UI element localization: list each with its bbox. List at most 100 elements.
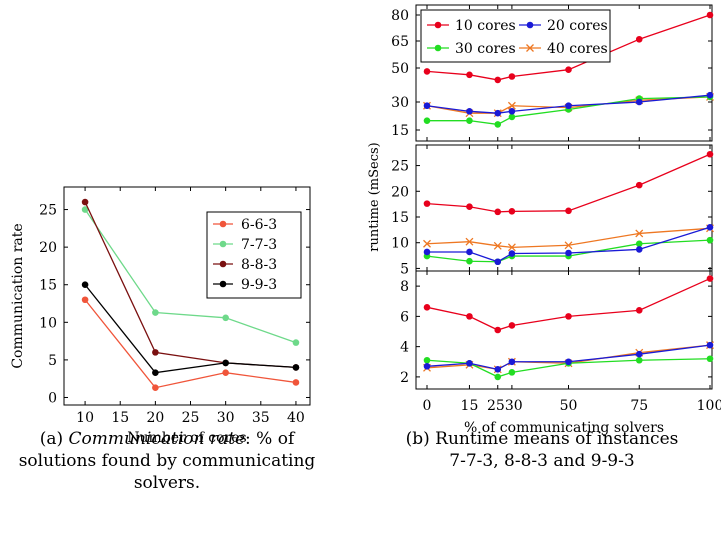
data-point-20-cores (466, 108, 473, 115)
legend-marker (434, 21, 442, 29)
runtime-panel-3: 2 4 6 8 (400, 270, 714, 390)
data-point-10-cores (706, 150, 714, 158)
legend-label: 10 cores (455, 18, 516, 34)
legend-label: 20 cores (547, 18, 608, 34)
data-point-30-cores (635, 356, 643, 364)
y-tick-label: 10 (391, 236, 409, 252)
data-point-30-cores (635, 240, 643, 248)
data-point-10-cores (508, 208, 516, 215)
data-point-6-6-3 (81, 296, 89, 304)
data-point-40-cores (465, 237, 474, 246)
data-point-40-cores (423, 239, 431, 248)
y-tick-label: 4 (400, 340, 409, 356)
x-tick-label: 15 (461, 398, 479, 414)
y-tick-label: 20 (391, 184, 409, 200)
x-axis-label: Number of cores (127, 430, 246, 446)
series-line-9-9-3 (84, 284, 296, 374)
caption-a-prefix: (a) (39, 429, 69, 449)
caption-a: (a) Communication rate: % of solutions f… (8, 428, 326, 494)
legend-marker (434, 44, 442, 52)
series-line-6-6-3 (84, 299, 297, 389)
y-tick-label: 25 (391, 159, 409, 175)
x-tick-label: 25 (182, 410, 200, 426)
legend-box-b (420, 9, 611, 63)
plot-frame-b (415, 4, 713, 142)
data-point-20-cores (423, 102, 431, 110)
data-point-10-cores (423, 200, 431, 207)
data-point-9-9-3 (222, 359, 229, 367)
data-point-10-cores (565, 313, 572, 320)
runtime-panel-2: 5 10 15 20 25 (391, 144, 714, 277)
caption-a-line2: solutions found by communicating (18, 451, 316, 471)
data-point-20-cores (508, 358, 516, 366)
x-tick-label: 35 (252, 410, 270, 426)
data-point-6-6-3 (222, 369, 229, 376)
data-point-20-cores (423, 248, 431, 256)
y-tick-label: 0 (48, 390, 57, 406)
data-point-10-cores (494, 208, 502, 216)
series-line-7-7-3 (84, 209, 297, 344)
legend-marker (219, 240, 227, 248)
data-point-8-8-3 (152, 349, 159, 356)
y-tick-label: 20 (39, 240, 57, 256)
y-tick-label: 65 (391, 34, 409, 50)
caption-a-italic: Communication rate (68, 429, 246, 449)
runtime-panel-1: 15 30 50 65 80 (391, 4, 714, 142)
y-tick-label: 5 (400, 261, 409, 277)
data-point-30-cores (494, 373, 502, 381)
x-tick-label: 15 (111, 410, 129, 426)
data-point-10-cores (565, 66, 572, 73)
legend-label: 7-7-3 (241, 237, 277, 253)
data-point-20-cores (635, 246, 643, 253)
data-point-20-cores (466, 248, 473, 256)
data-point-30-cores (423, 356, 431, 364)
data-point-40-cores (507, 243, 516, 252)
data-point-10-cores (423, 304, 431, 311)
data-point-9-9-3 (81, 281, 89, 289)
legend-label: 8-8-3 (241, 257, 277, 273)
x-tick-label: 50 (560, 398, 578, 414)
data-point-30-cores (466, 257, 473, 265)
data-point-30-cores (508, 113, 516, 121)
legend-label: 6-6-3 (241, 217, 277, 233)
y-tick-label: 50 (391, 61, 409, 77)
data-point-10-cores (508, 322, 516, 329)
series-line-10-cores (426, 277, 711, 331)
data-point-20-cores (565, 102, 572, 110)
data-point-20-cores (706, 91, 714, 99)
y-tick-label: 2 (400, 370, 409, 386)
data-point-10-cores (494, 76, 502, 84)
x-tick-label: 10 (76, 410, 94, 426)
y-tick-label: 15 (39, 278, 57, 294)
data-point-20-cores (423, 363, 431, 370)
data-point-6-6-3 (152, 384, 159, 392)
caption-b-line2: 7-7-3, 8-8-3 and 9-9-3 (449, 451, 635, 471)
data-point-20-cores (508, 108, 516, 115)
data-point-30-cores (466, 117, 473, 124)
data-point-30-cores (706, 236, 714, 244)
x-tick-label: 100 (697, 398, 721, 414)
legend-marker (219, 280, 227, 288)
data-point-7-7-3 (81, 206, 89, 213)
data-point-40-cores (564, 241, 573, 250)
data-point-30-cores (706, 355, 714, 363)
legend-marker (526, 21, 534, 29)
y-tick-label: 25 (39, 203, 57, 219)
data-point-40-cores (493, 241, 502, 250)
x-tick-label: 75 (630, 398, 648, 414)
legend-label: 30 cores (455, 41, 516, 57)
legend-marker (219, 220, 227, 228)
data-point-10-cores (565, 207, 572, 215)
data-point-30-cores (494, 121, 502, 128)
data-point-20-cores (635, 350, 643, 358)
data-point-20-cores (706, 341, 714, 349)
legend-marker (526, 44, 534, 52)
data-point-10-cores (508, 73, 516, 80)
data-point-20-cores (706, 223, 714, 231)
x-tick-label: 30 (217, 410, 235, 426)
data-point-7-7-3 (292, 339, 300, 346)
y-tick-label: 10 (39, 315, 57, 331)
